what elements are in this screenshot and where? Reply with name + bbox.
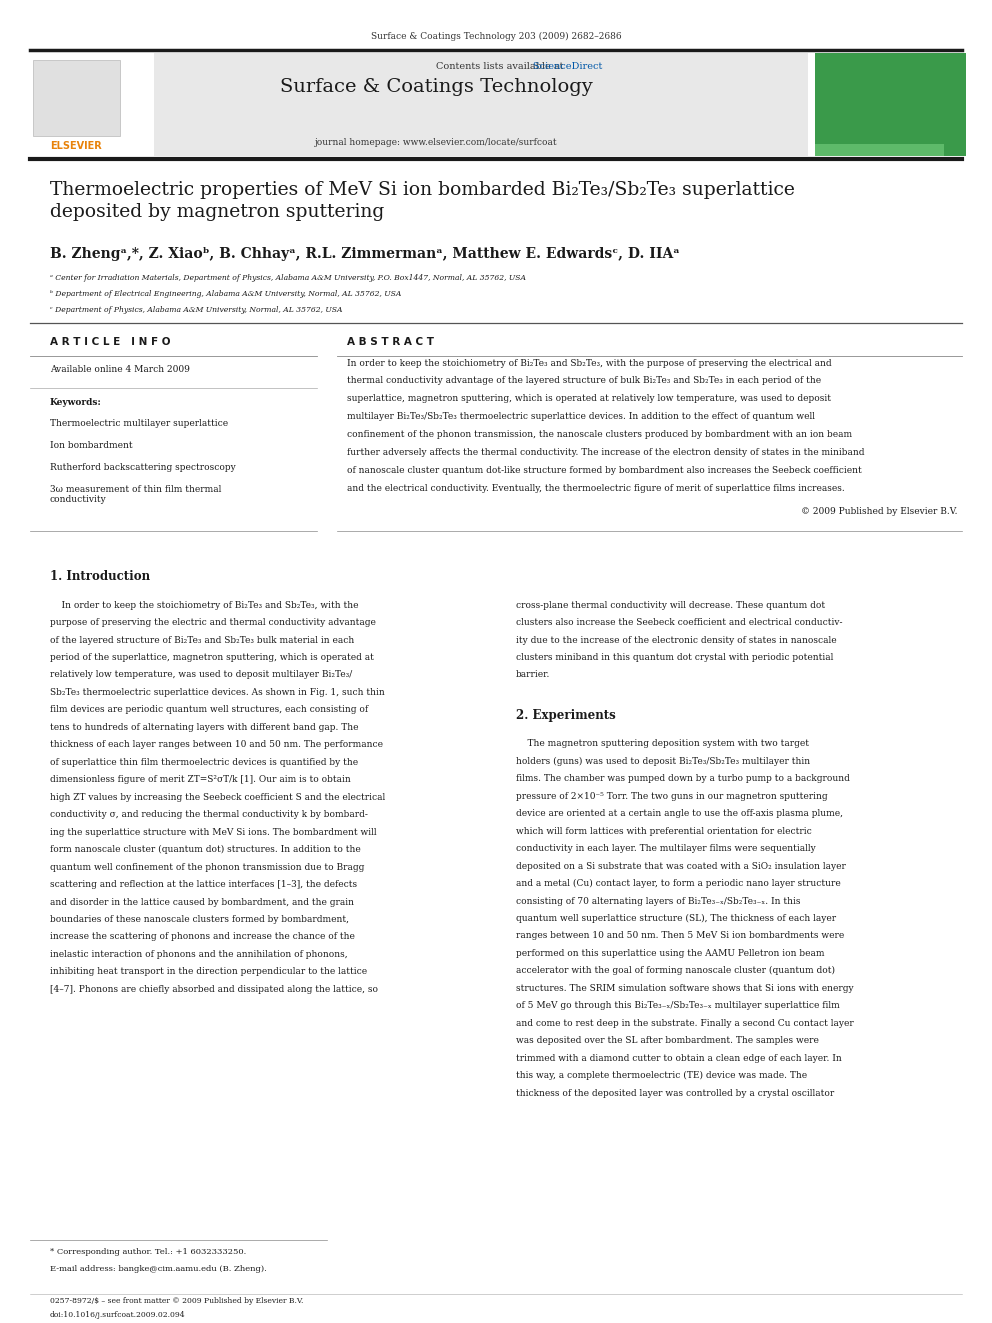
Text: doi:10.1016/j.surfcoat.2009.02.094: doi:10.1016/j.surfcoat.2009.02.094 (50, 1311, 186, 1319)
Text: boundaries of these nanoscale clusters formed by bombardment,: boundaries of these nanoscale clusters f… (50, 916, 348, 923)
Text: SURFACE
& COATINGS
TECHNOLOGY: SURFACE & COATINGS TECHNOLOGY (862, 60, 920, 89)
Text: pressure of 2×10⁻⁵ Torr. The two guns in our magnetron sputtering: pressure of 2×10⁻⁵ Torr. The two guns in… (516, 791, 827, 800)
Text: A R T I C L E   I N F O: A R T I C L E I N F O (50, 337, 170, 348)
Text: structures. The SRIM simulation software shows that Si ions with energy: structures. The SRIM simulation software… (516, 984, 853, 992)
Text: 1: 1 (953, 144, 957, 149)
Text: further adversely affects the thermal conductivity. The increase of the electron: further adversely affects the thermal co… (347, 447, 865, 456)
Text: relatively low temperature, was used to deposit multilayer Bi₂Te₃/: relatively low temperature, was used to … (50, 671, 352, 680)
Text: Thermoelectric properties of MeV Si ion bombarded Bi₂Te₃/Sb₂Te₃ superlattice
dep: Thermoelectric properties of MeV Si ion … (50, 181, 795, 221)
Text: Thermoelectric multilayer superlattice: Thermoelectric multilayer superlattice (50, 419, 228, 429)
Text: Rutherford backscattering spectroscopy: Rutherford backscattering spectroscopy (50, 463, 235, 472)
Text: superlattice, magnetron sputtering, which is operated at relatively low temperat: superlattice, magnetron sputtering, whic… (347, 394, 831, 404)
FancyBboxPatch shape (30, 53, 154, 156)
Text: Keywords:: Keywords: (50, 398, 101, 407)
FancyBboxPatch shape (944, 144, 966, 156)
FancyBboxPatch shape (815, 144, 966, 156)
Text: holders (guns) was used to deposit Bi₂Te₃/Sb₂Te₃ multilayer thin: holders (guns) was used to deposit Bi₂Te… (516, 757, 809, 766)
Text: which will form lattices with preferential orientation for electric: which will form lattices with preferenti… (516, 827, 811, 836)
Text: of 5 MeV go through this Bi₂Te₃₋ₓ/Sb₂Te₃₋ₓ multilayer superlattice film: of 5 MeV go through this Bi₂Te₃₋ₓ/Sb₂Te₃… (516, 1002, 839, 1011)
Text: quantum well superlattice structure (SL), The thickness of each layer: quantum well superlattice structure (SL)… (516, 914, 836, 923)
Text: ᵃ Center for Irradiation Materials, Department of Physics, Alabama A&M Universit: ᵃ Center for Irradiation Materials, Depa… (50, 274, 526, 282)
Text: Surface & Coatings Technology: Surface & Coatings Technology (280, 78, 593, 97)
Text: Sb₂Te₃ thermoelectric superlattice devices. As shown in Fig. 1, such thin: Sb₂Te₃ thermoelectric superlattice devic… (50, 688, 384, 697)
Text: ing the superlattice structure with MeV Si ions. The bombardment will: ing the superlattice structure with MeV … (50, 828, 376, 836)
FancyBboxPatch shape (33, 60, 120, 136)
Text: and a metal (Cu) contact layer, to form a periodic nano layer structure: and a metal (Cu) contact layer, to form … (516, 878, 840, 888)
Text: inhibiting heat transport in the direction perpendicular to the lattice: inhibiting heat transport in the directi… (50, 967, 367, 976)
Text: high ZT values by increasing the Seebeck coefficient S and the electrical: high ZT values by increasing the Seebeck… (50, 792, 385, 802)
Text: Contents lists available at: Contents lists available at (436, 62, 567, 71)
Text: film devices are periodic quantum well structures, each consisting of: film devices are periodic quantum well s… (50, 705, 368, 714)
Text: period of the superlattice, magnetron sputtering, which is operated at: period of the superlattice, magnetron sp… (50, 654, 373, 662)
Text: deposited on a Si substrate that was coated with a SiO₂ insulation layer: deposited on a Si substrate that was coa… (516, 861, 846, 871)
Text: conductivity σ, and reducing the thermal conductivity k by bombard-: conductivity σ, and reducing the thermal… (50, 810, 367, 819)
Text: © 2009 Published by Elsevier B.V.: © 2009 Published by Elsevier B.V. (801, 507, 957, 516)
Text: multilayer Bi₂Te₃/Sb₂Te₃ thermoelectric superlattice devices. In addition to the: multilayer Bi₂Te₃/Sb₂Te₃ thermoelectric … (347, 413, 815, 421)
FancyBboxPatch shape (55, 53, 808, 156)
Text: ranges between 10 and 50 nm. Then 5 MeV Si ion bombardments were: ranges between 10 and 50 nm. Then 5 MeV … (516, 931, 844, 941)
Text: A B S T R A C T: A B S T R A C T (347, 337, 434, 348)
Text: thickness of the deposited layer was controlled by a crystal oscillator: thickness of the deposited layer was con… (516, 1089, 834, 1098)
Text: scattering and reflection at the lattice interfaces [1–3], the defects: scattering and reflection at the lattice… (50, 880, 357, 889)
Text: 0257-8972/$ – see front matter © 2009 Published by Elsevier B.V.: 0257-8972/$ – see front matter © 2009 Pu… (50, 1297, 303, 1304)
Text: device are oriented at a certain angle to use the off-axis plasma plume,: device are oriented at a certain angle t… (516, 810, 843, 818)
Text: of the layered structure of Bi₂Te₃ and Sb₂Te₃ bulk material in each: of the layered structure of Bi₂Te₃ and S… (50, 635, 354, 644)
Text: 3ω measurement of thin film thermal
conductivity: 3ω measurement of thin film thermal cond… (50, 484, 221, 504)
Text: E-mail address: bangke@cim.aamu.edu (B. Zheng).: E-mail address: bangke@cim.aamu.edu (B. … (50, 1265, 266, 1273)
Text: consisting of 70 alternating layers of Bi₂Te₃₋ₓ/Sb₂Te₃₋ₓ. In this: consisting of 70 alternating layers of B… (516, 897, 801, 905)
Text: accelerator with the goal of forming nanoscale cluster (quantum dot): accelerator with the goal of forming nan… (516, 966, 835, 975)
Text: and disorder in the lattice caused by bombardment, and the grain: and disorder in the lattice caused by bo… (50, 897, 353, 906)
Text: Surface & Coatings Technology 203 (2009) 2682–2686: Surface & Coatings Technology 203 (2009)… (371, 32, 621, 41)
Text: trimmed with a diamond cutter to obtain a clean edge of each layer. In: trimmed with a diamond cutter to obtain … (516, 1053, 841, 1062)
Text: and the electrical conductivity. Eventually, the thermoelectric figure of merit : and the electrical conductivity. Eventua… (347, 484, 845, 492)
Text: 1. Introduction: 1. Introduction (50, 570, 150, 583)
Text: conductivity in each layer. The multilayer films were sequentially: conductivity in each layer. The multilay… (516, 844, 815, 853)
Text: ᵇ Department of Electrical Engineering, Alabama A&M University, Normal, AL 35762: ᵇ Department of Electrical Engineering, … (50, 290, 401, 298)
Text: dimensionless figure of merit ZT=S²σT/k [1]. Our aim is to obtain: dimensionless figure of merit ZT=S²σT/k … (50, 775, 350, 785)
Text: ELSEVIER: ELSEVIER (51, 140, 102, 151)
Text: barrier.: barrier. (516, 671, 551, 680)
Text: clusters also increase the Seebeck coefficient and electrical conductiv-: clusters also increase the Seebeck coeff… (516, 618, 842, 627)
Text: this way, a complete thermoelectric (TE) device was made. The: this way, a complete thermoelectric (TE)… (516, 1072, 806, 1081)
Text: In order to keep the stoichiometry of Bi₂Te₃ and Sb₂Te₃, with the: In order to keep the stoichiometry of Bi… (50, 601, 358, 610)
Text: B. Zhengᵃ,*, Z. Xiaoᵇ, B. Chhayᵃ, R.L. Zimmermanᵃ, Matthew E. Edwardsᶜ, D. IIAᵃ: B. Zhengᵃ,*, Z. Xiaoᵇ, B. Chhayᵃ, R.L. Z… (50, 247, 680, 262)
FancyBboxPatch shape (815, 53, 966, 156)
Text: was deposited over the SL after bombardment. The samples were: was deposited over the SL after bombardm… (516, 1036, 818, 1045)
Text: ity due to the increase of the electronic density of states in nanoscale: ity due to the increase of the electroni… (516, 635, 836, 644)
Text: Ion bombardment: Ion bombardment (50, 442, 132, 450)
Text: In order to keep the stoichiometry of Bi₂Te₃ and Sb₂Te₃, with the purpose of pre: In order to keep the stoichiometry of Bi… (347, 359, 832, 368)
Text: [4–7]. Phonons are chiefly absorbed and dissipated along the lattice, so: [4–7]. Phonons are chiefly absorbed and … (50, 984, 378, 994)
Text: and come to rest deep in the substrate. Finally a second Cu contact layer: and come to rest deep in the substrate. … (516, 1019, 853, 1028)
Text: tens to hundreds of alternating layers with different band gap. The: tens to hundreds of alternating layers w… (50, 722, 358, 732)
Text: Available online 4 March 2009: Available online 4 March 2009 (50, 365, 189, 374)
Text: cross-plane thermal conductivity will decrease. These quantum dot: cross-plane thermal conductivity will de… (516, 601, 825, 610)
Text: form nanoscale cluster (quantum dot) structures. In addition to the: form nanoscale cluster (quantum dot) str… (50, 845, 360, 855)
Text: The magnetron sputtering deposition system with two target: The magnetron sputtering deposition syst… (516, 740, 808, 749)
Text: 2. Experiments: 2. Experiments (516, 709, 616, 722)
Text: purpose of preserving the electric and thermal conductivity advantage: purpose of preserving the electric and t… (50, 618, 376, 627)
Text: of superlattice thin film thermoelectric devices is quantified by the: of superlattice thin film thermoelectric… (50, 758, 358, 767)
Text: films. The chamber was pumped down by a turbo pump to a background: films. The chamber was pumped down by a … (516, 774, 850, 783)
Text: quantum well confinement of the phonon transmission due to Bragg: quantum well confinement of the phonon t… (50, 863, 364, 872)
Text: confinement of the phonon transmission, the nanoscale clusters produced by bomba: confinement of the phonon transmission, … (347, 430, 852, 439)
Text: ScienceDirect: ScienceDirect (436, 62, 603, 71)
Text: performed on this superlattice using the AAMU Pelletron ion beam: performed on this superlattice using the… (516, 949, 824, 958)
Text: clusters miniband in this quantum dot crystal with periodic potential: clusters miniband in this quantum dot cr… (516, 654, 833, 662)
Text: increase the scattering of phonons and increase the chance of the: increase the scattering of phonons and i… (50, 933, 354, 942)
Text: thermal conductivity advantage of the layered structure of bulk Bi₂Te₃ and Sb₂Te: thermal conductivity advantage of the la… (347, 376, 821, 385)
Text: journal homepage: www.elsevier.com/locate/surfcoat: journal homepage: www.elsevier.com/locat… (315, 138, 558, 147)
Text: inelastic interaction of phonons and the annihilation of phonons,: inelastic interaction of phonons and the… (50, 950, 347, 959)
Text: thickness of each layer ranges between 10 and 50 nm. The performance: thickness of each layer ranges between 1… (50, 741, 383, 749)
Text: * Corresponding author. Tel.: +1 6032333250.: * Corresponding author. Tel.: +1 6032333… (50, 1248, 246, 1256)
Text: ᶜ Department of Physics, Alabama A&M University, Normal, AL 35762, USA: ᶜ Department of Physics, Alabama A&M Uni… (50, 306, 342, 314)
Text: of nanoscale cluster quantum dot-like structure formed by bombardment also incre: of nanoscale cluster quantum dot-like st… (347, 466, 862, 475)
